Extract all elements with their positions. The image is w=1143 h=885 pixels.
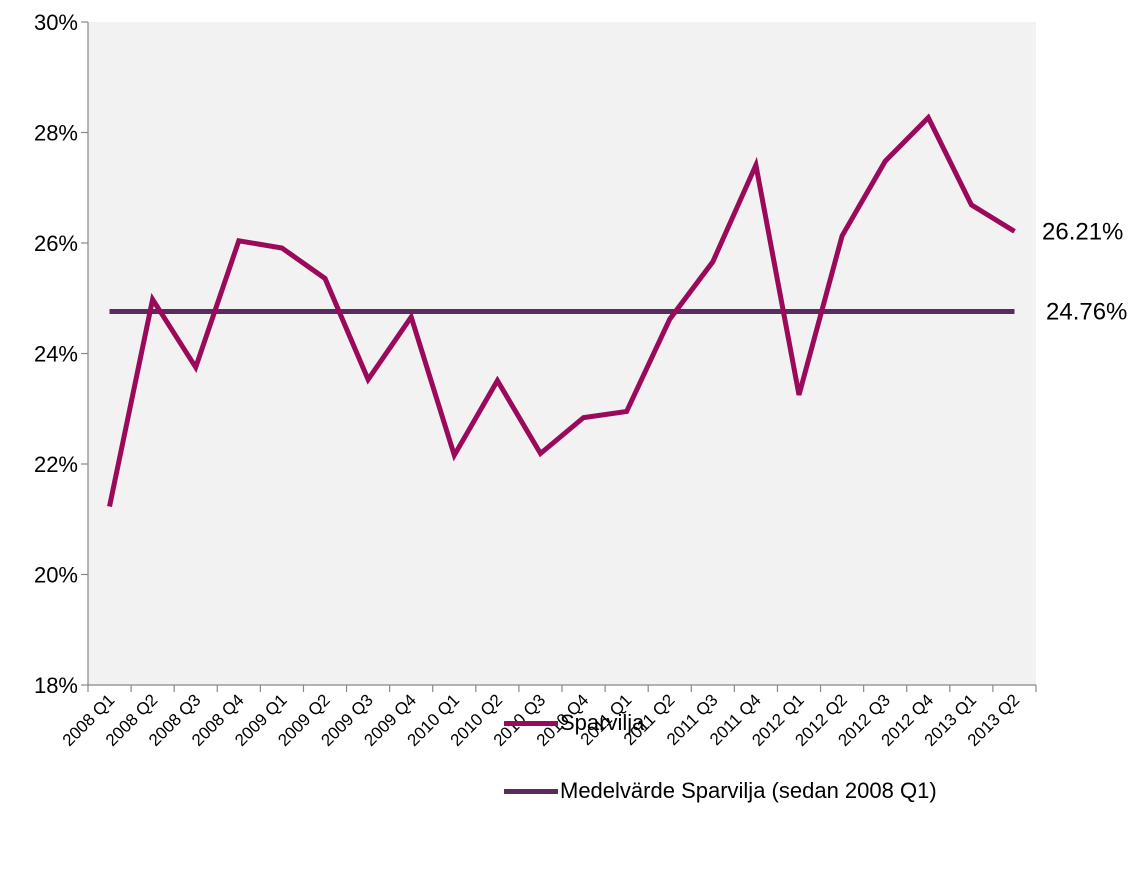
y-tick-label: 28%: [34, 121, 78, 146]
legend-swatch-series-1: [504, 720, 558, 726]
end-label-medelvarde: 24.76%: [1046, 299, 1127, 326]
y-tick-label: 22%: [34, 452, 78, 477]
legend: Sparvilja Medelvärde Sparvilja (sedan 20…: [504, 708, 1064, 844]
y-tick-label: 18%: [34, 673, 78, 698]
y-tick-label: 30%: [34, 10, 78, 35]
legend-label-series-2: Medelvärde Sparvilja (sedan 2008 Q1): [560, 778, 937, 803]
legend-label-series-1: Sparvilja: [560, 710, 645, 735]
end-labels: 26.21% 24.76%: [1042, 218, 1127, 325]
legend-item-series-2[interactable]: Medelvärde Sparvilja (sedan 2008 Q1): [504, 776, 1064, 806]
y-tick-label: 24%: [34, 342, 78, 367]
end-label-sparvilja: 26.21%: [1042, 218, 1123, 245]
series-line-sparvilja: [107, 113, 1016, 508]
y-tick-label: 26%: [34, 231, 78, 256]
plot-area: [88, 22, 1036, 685]
legend-swatch-series-2: [504, 788, 558, 794]
y-tick-label: 20%: [34, 563, 78, 588]
legend-item-series-1[interactable]: Sparvilja: [504, 708, 1064, 738]
series-layer: [107, 113, 1016, 508]
y-axis: 18% 20% 22% 24% 26% 28% 30%: [34, 10, 88, 698]
